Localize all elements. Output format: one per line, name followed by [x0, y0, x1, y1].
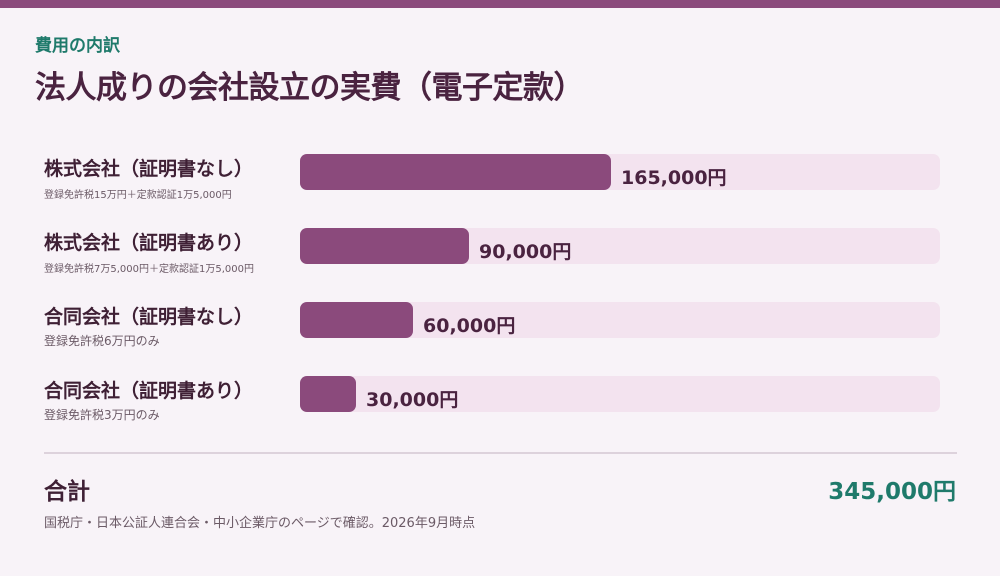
section-eyebrow: 費用の内訳	[35, 36, 120, 56]
bar	[300, 376, 356, 412]
bar-value-label: 90,000円	[479, 241, 572, 263]
category-label: 株式会社（証明書なし）	[44, 158, 254, 180]
total-label: 合計	[44, 479, 90, 505]
chart-row: 株式会社（証明書なし） 登録免許税15万円＋定款認証1万5,000円 165,000…	[0, 154, 1000, 214]
category-description: 登録免許税6万円のみ	[44, 334, 160, 348]
category-description: 登録免許税7万5,000円＋定款認証1万5,000円	[44, 264, 254, 275]
bar	[300, 302, 413, 338]
bar-track	[300, 376, 940, 412]
divider	[44, 452, 957, 454]
chart-row: 合同会社（証明書あり） 登録免許税3万円のみ 30,000円	[0, 376, 1000, 436]
category-label: 合同会社（証明書なし）	[44, 306, 254, 328]
bar-value-label: 60,000円	[423, 315, 516, 337]
category-description: 登録免許税3万円のみ	[44, 408, 160, 422]
bar	[300, 228, 469, 264]
total-value: 345,000円	[828, 479, 956, 505]
category-label: 株式会社（証明書あり）	[44, 232, 254, 254]
page-title: 法人成りの会社設立の実費（電子定款）	[35, 70, 585, 106]
category-description: 登録免許税15万円＋定款認証1万5,000円	[44, 190, 232, 201]
bar-value-label: 30,000円	[366, 389, 459, 411]
chart-row: 合同会社（証明書なし） 登録免許税6万円のみ 60,000円	[0, 302, 1000, 362]
source-footnote: 国税庁・日本公証人連合会・中小企業庁のページで確認。2026年9月時点	[44, 516, 476, 531]
bar-value-label: 165,000円	[621, 167, 727, 189]
bar	[300, 154, 611, 190]
chart-row: 株式会社（証明書あり） 登録免許税7万5,000円＋定款認証1万5,000円 90,…	[0, 228, 1000, 288]
category-label: 合同会社（証明書あり）	[44, 380, 254, 402]
top-accent-bar	[0, 0, 1000, 8]
